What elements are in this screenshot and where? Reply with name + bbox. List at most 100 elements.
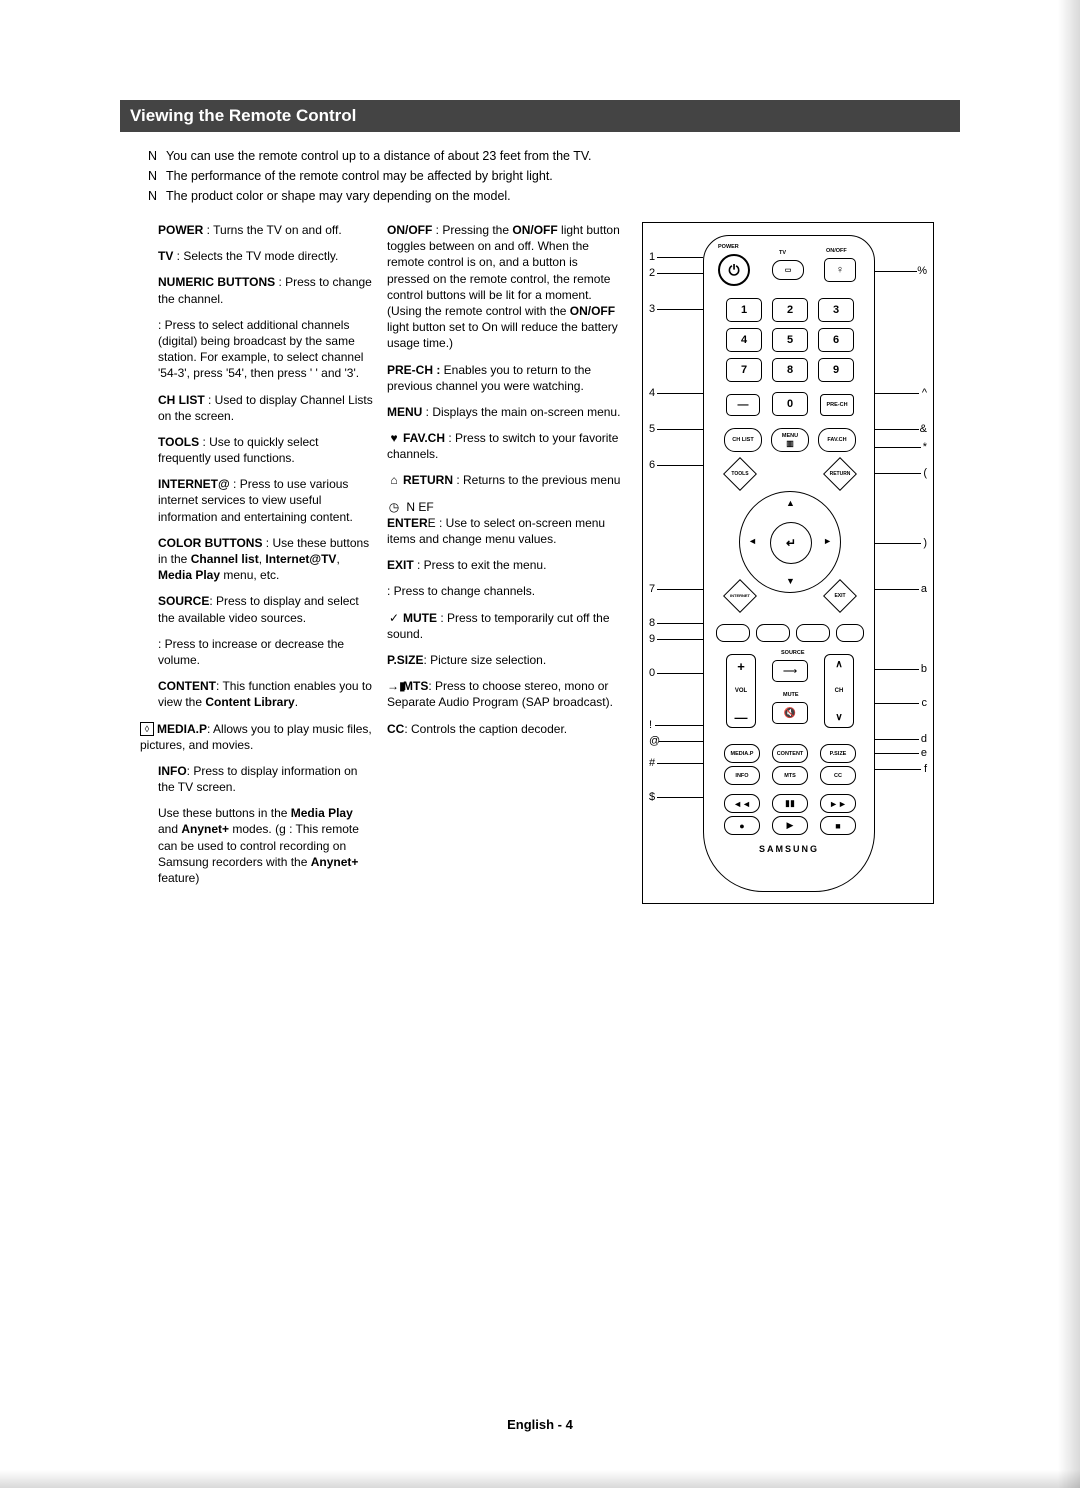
tools-button: TOOLS [723, 457, 757, 491]
pause-button: ▮▮ [772, 794, 808, 813]
callout-5: 5 [649, 423, 655, 435]
item-enter: ◷ N EF ENTERE : Use to select on-screen … [387, 499, 622, 548]
callout-line [873, 543, 921, 544]
dpad: ▲ ▼ ◄ ► ↵ [739, 491, 841, 593]
num-1: 1 [726, 298, 762, 322]
description-col-1: POWER : Turns the TV on and off. TV : Se… [158, 222, 373, 904]
item-prech: PRE-CH : Enables you to return to the pr… [387, 362, 622, 394]
item-chlist: CH LIST : Used to display Channel Lists … [158, 392, 373, 424]
callout-line [657, 465, 703, 466]
num-2: 2 [772, 298, 808, 322]
callout-8: 8 [649, 617, 655, 629]
ch-rocker: ∧CH∨ [824, 654, 854, 728]
check-icon: ✓ [387, 610, 401, 626]
label-tv: TV [779, 250, 786, 256]
color-red [716, 624, 750, 642]
page-shadow-bottom [0, 1470, 1080, 1488]
callout-a: a [921, 583, 927, 595]
remote-diagram-col: 1 2 3 4 5 6 7 8 9 0 ! [636, 222, 936, 904]
num-9: 9 [818, 358, 854, 382]
rew-button: ◄◄ [724, 794, 760, 813]
note-line: NThe performance of the remote control m… [148, 166, 960, 186]
callout-amp: & [920, 423, 927, 435]
callout-3: 3 [649, 303, 655, 315]
color-blue [836, 624, 864, 642]
item-tools: TOOLS : Use to quickly select frequently… [158, 434, 373, 466]
item-exit: EXIT : Press to exit the menu. [387, 557, 622, 573]
item-cc: CC: Controls the caption decoder. [387, 721, 622, 737]
callout-line [873, 669, 919, 670]
description-col-2: ON/OFF : Pressing the ON/OFF light butto… [387, 222, 622, 904]
mts-button: MTS [772, 766, 808, 785]
menu-button: MENU▥ [771, 428, 809, 452]
onoff-button: ♀ [824, 258, 856, 282]
callout-line [657, 797, 703, 798]
remote-brand: SAMSUNG [704, 844, 874, 854]
enter-button: ↵ [770, 522, 812, 564]
callout-e: e [921, 747, 927, 759]
remote-body: POWER ⏻ TV ▭ ON/OFF ♀ 1 2 3 4 5 6 7 8 9 [703, 235, 875, 892]
item-mediabtns: Use these buttons in the Media Play and … [158, 805, 373, 886]
item-psize: P.SIZE: Picture size selection. [387, 652, 622, 668]
callout-pct: % [917, 265, 927, 277]
psize-button: P.SIZE [820, 744, 856, 763]
stop-button: ■ [820, 816, 856, 835]
mediap-button: MEDIA.P [724, 744, 760, 763]
callout-line [657, 589, 703, 590]
callout-line [873, 739, 919, 740]
callout-2: 2 [649, 267, 655, 279]
ff-button: ►► [820, 794, 856, 813]
return-button: RETURN [823, 457, 857, 491]
remote-frame: 1 2 3 4 5 6 7 8 9 0 ! [642, 222, 934, 904]
callout-f: f [924, 763, 927, 775]
heart-icon: ♥ [387, 430, 401, 446]
item-power: POWER : Turns the TV on and off. [158, 222, 373, 238]
callout-line [657, 273, 703, 274]
callout-line [657, 393, 703, 394]
item-colorbtns: COLOR BUTTONS : Use these buttons in the… [158, 535, 373, 584]
item-favch: ♥FAV.CH : Press to switch to your favori… [387, 430, 622, 462]
callout-caret: ^ [922, 387, 927, 399]
info-button: INFO [724, 766, 760, 785]
cc-button: CC [820, 766, 856, 785]
internet-button: INTERNET [723, 579, 757, 613]
callout-line [657, 639, 703, 640]
note-text: The performance of the remote control ma… [166, 169, 553, 183]
item-onoff: ON/OFF : Pressing the ON/OFF light butto… [387, 222, 622, 352]
num-7: 7 [726, 358, 762, 382]
callout-line [873, 753, 919, 754]
callout-7: 7 [649, 583, 655, 595]
rec-button: ● [724, 816, 760, 835]
callout-line [657, 623, 703, 624]
callout-rparen: ) [923, 537, 927, 549]
color-yellow [796, 624, 830, 642]
callout-line [657, 429, 703, 430]
callout-1: 1 [649, 251, 655, 263]
arrow-icon: →▮ [387, 678, 401, 694]
vol-rocker: +VOL— [726, 654, 756, 728]
callout-hash: # [649, 757, 655, 769]
note-line: NYou can use the remote control up to a … [148, 146, 960, 166]
callout-line [659, 741, 703, 742]
num-3: 3 [818, 298, 854, 322]
note-text: You can use the remote control up to a d… [166, 149, 592, 163]
callout-line [873, 447, 921, 448]
item-content: CONTENT: This function enables you to vi… [158, 678, 373, 710]
callout-line [655, 725, 703, 726]
num-5: 5 [772, 328, 808, 352]
callout-9: 9 [649, 633, 655, 645]
section-title: Viewing the Remote Control [120, 100, 960, 132]
item-mute: ✓MUTE : Press to temporarily cut off the… [387, 610, 622, 642]
callout-line [657, 673, 703, 674]
source-button: ⟶ [772, 660, 808, 682]
num-4: 4 [726, 328, 762, 352]
num-6: 6 [818, 328, 854, 352]
content-button: CONTENT [772, 744, 808, 763]
callout-0: 0 [649, 667, 655, 679]
callout-star: * [923, 441, 927, 453]
item-info: INFO: Press to display information on th… [158, 763, 373, 795]
callout-bang: ! [649, 719, 652, 731]
page-footer: English - 4 [0, 1417, 1080, 1432]
label-onoff: ON/OFF [826, 248, 847, 254]
label-source: SOURCE [781, 650, 805, 656]
